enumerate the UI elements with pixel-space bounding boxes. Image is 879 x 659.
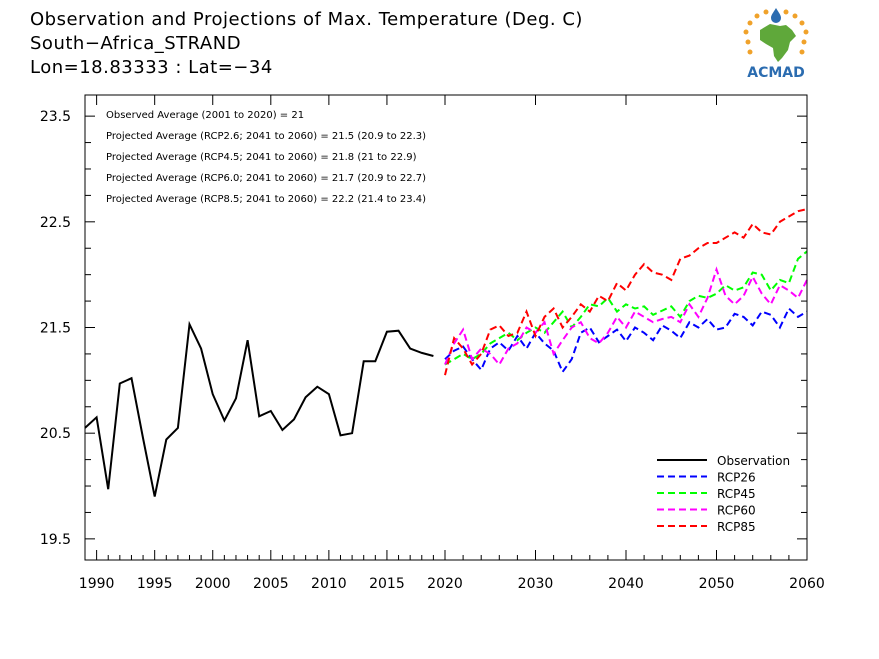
- annotation-text: Projected Average (RCP8.5; 2041 to 2060)…: [106, 194, 426, 205]
- africa-icon: [760, 24, 796, 62]
- chart-title-block: Observation and Projections of Max. Temp…: [30, 8, 583, 80]
- x-tick-label: 2015: [369, 576, 405, 592]
- series-line-observation: [84, 320, 434, 497]
- legend-label: RCP45: [717, 487, 756, 501]
- y-tick-label: 22.5: [40, 215, 71, 231]
- acmad-logo-text: ACMAD: [747, 65, 805, 81]
- x-tick-label: 1995: [137, 576, 173, 592]
- legend-label: RCP60: [717, 504, 756, 518]
- x-tick-label: 2040: [608, 576, 644, 592]
- series-line-rcp26: [444, 306, 808, 374]
- location-label: South−Africa_STRAND: [30, 33, 242, 54]
- x-tick-label: 2000: [195, 576, 231, 592]
- sun-rays-icon: [743, 9, 809, 55]
- x-tick-label: 2050: [699, 576, 735, 592]
- y-tick-label: 23.5: [40, 109, 71, 125]
- x-tick-label: 2005: [253, 576, 289, 592]
- annotation-text: Projected Average (RCP2.6; 2041 to 2060)…: [106, 131, 426, 142]
- y-tick-label: 19.5: [40, 532, 71, 548]
- legend-label: RCP85: [717, 520, 756, 534]
- legend-label: Observation: [717, 454, 790, 468]
- series-line-rcp60: [444, 266, 808, 367]
- water-drop-icon: [771, 8, 781, 23]
- x-tick-label: 1990: [79, 576, 115, 592]
- annotation-text: Projected Average (RCP4.5; 2041 to 2060)…: [106, 152, 417, 163]
- coordinates-label: Lon=18.83333 : Lat=−34: [30, 57, 273, 78]
- annotation-text: Projected Average (RCP6.0; 2041 to 2060)…: [106, 173, 426, 184]
- annotation-text: Observed Average (2001 to 2020) = 21: [106, 110, 304, 121]
- chart-title: Observation and Projections of Max. Temp…: [30, 9, 583, 30]
- x-tick-label: 2010: [311, 576, 347, 592]
- series-line-rcp45: [444, 250, 808, 366]
- x-tick-label: 2030: [518, 576, 554, 592]
- x-tick-label: 2020: [427, 576, 463, 592]
- series-line-rcp85: [444, 208, 808, 376]
- x-tick-label: 2060: [789, 576, 825, 592]
- y-tick-label: 20.5: [40, 426, 71, 442]
- y-tick-label: 21.5: [40, 321, 71, 337]
- acmad-logo: ACMAD: [743, 8, 809, 81]
- legend-label: RCP26: [717, 471, 756, 485]
